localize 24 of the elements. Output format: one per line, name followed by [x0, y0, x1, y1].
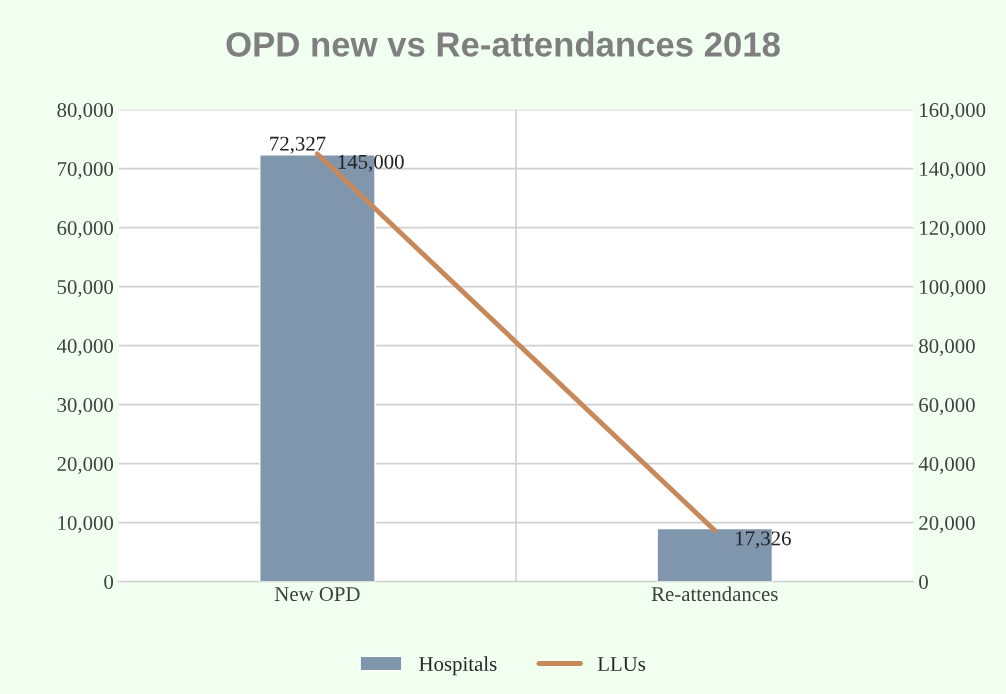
y-tick-label: 0: [104, 574, 114, 590]
y2-tick-label: 0: [919, 574, 928, 590]
legend-label: LLUs: [597, 657, 646, 672]
data-label: 72,327: [270, 136, 326, 154]
y-tick-label: 40,000: [56, 338, 114, 357]
y-tick-label: 20,000: [57, 456, 114, 475]
y2-tick-label: 140,000: [920, 162, 986, 180]
y2-tick-label: 40,000: [918, 456, 975, 475]
y-tick-label: 80,000: [57, 103, 114, 121]
y2-tick-label: 80,000: [919, 338, 975, 357]
y-tick-label: 30,000: [57, 397, 114, 416]
x-tick-label: Re-attendances: [651, 586, 778, 602]
y-tick-label: 50,000: [57, 280, 114, 298]
y2-tick-label: 120,000: [920, 221, 986, 239]
y2-tick-label: 160,000: [920, 103, 986, 121]
x-tick-label: New OPD: [274, 587, 360, 602]
y2-tick-label: 20,000: [919, 515, 975, 534]
y-tick-label: 70,000: [57, 162, 114, 180]
y-tick-label: 10,000: [58, 515, 114, 534]
chart-title: OPD new vs Re-attendances 2018: [226, 31, 780, 57]
y-tick-label: 60,000: [57, 221, 114, 239]
legend-label: Hospitals: [419, 656, 497, 676]
y2-tick-label: 60,000: [919, 397, 975, 416]
y2-tick-label: 100,000: [920, 280, 986, 298]
